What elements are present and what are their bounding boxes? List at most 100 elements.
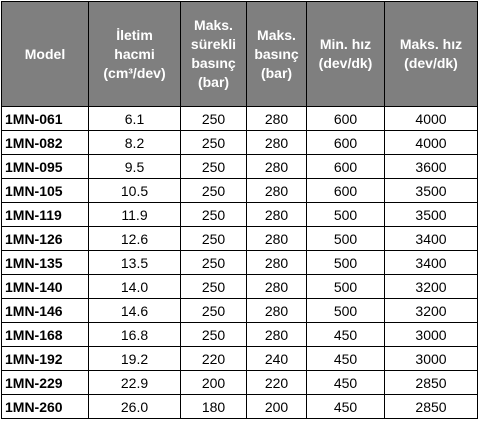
value-cell: 3200 bbox=[384, 274, 478, 299]
value-cell: 3200 bbox=[384, 298, 478, 323]
value-cell: 10.5 bbox=[88, 178, 181, 203]
table-row: 1MN-229 22.9 200 220 450 2850 bbox=[1, 370, 478, 395]
header-line: (bar) bbox=[260, 64, 293, 81]
model-cell: 1MN-229 bbox=[1, 370, 89, 395]
value-cell: 3000 bbox=[384, 322, 478, 347]
value-cell: 280 bbox=[246, 322, 307, 347]
model-cell: 1MN-135 bbox=[1, 250, 89, 275]
value-cell: 200 bbox=[180, 370, 247, 395]
header-line: basınç bbox=[191, 55, 236, 71]
value-cell: 600 bbox=[306, 130, 385, 155]
value-cell: 250 bbox=[180, 130, 247, 155]
value-cell: 14.0 bbox=[88, 274, 181, 299]
header-line: (dev/dk) bbox=[318, 55, 373, 71]
value-cell: 3000 bbox=[384, 346, 478, 371]
value-cell: 13.5 bbox=[88, 250, 181, 275]
value-cell: 16.8 bbox=[88, 322, 181, 347]
value-cell: 280 bbox=[246, 154, 307, 179]
model-cell: 1MN-082 bbox=[1, 130, 89, 155]
header-line: sürekli bbox=[190, 36, 237, 52]
value-cell: 3500 bbox=[384, 202, 478, 227]
table-row: 1MN-168 16.8 250 280 450 3000 bbox=[1, 322, 478, 347]
header-line: hacmi bbox=[114, 45, 155, 62]
value-cell: 600 bbox=[306, 178, 385, 203]
value-cell: 500 bbox=[306, 226, 385, 251]
value-cell: 220 bbox=[246, 370, 307, 395]
header-cell: Maks. sürekli basınç (bar) bbox=[180, 1, 247, 107]
value-cell: 500 bbox=[306, 298, 385, 323]
value-cell: 4000 bbox=[384, 130, 478, 155]
value-cell: 3600 bbox=[384, 154, 478, 179]
header-line: basınç bbox=[254, 45, 299, 62]
value-cell: 3500 bbox=[384, 178, 478, 203]
value-cell: 12.6 bbox=[88, 226, 181, 251]
value-cell: 500 bbox=[306, 274, 385, 299]
model-cell: 1MN-119 bbox=[1, 202, 89, 227]
table-row: 1MN-105 10.5 250 280 600 3500 bbox=[1, 178, 478, 203]
table-row: 1MN-140 14.0 250 280 500 3200 bbox=[1, 274, 478, 299]
value-cell: 250 bbox=[180, 274, 247, 299]
model-cell: 1MN-140 bbox=[1, 274, 89, 299]
value-cell: 450 bbox=[306, 370, 385, 395]
header-cell: Maks. hız (dev/dk) bbox=[384, 1, 478, 107]
value-cell: 240 bbox=[246, 346, 307, 371]
value-cell: 250 bbox=[180, 178, 247, 203]
model-cell: 1MN-168 bbox=[1, 322, 89, 347]
value-cell: 220 bbox=[180, 346, 247, 371]
value-cell: 250 bbox=[180, 106, 247, 131]
header-cell: Maks. basınç (bar) bbox=[246, 1, 307, 107]
table-row: 1MN-146 14.6 250 280 500 3200 bbox=[1, 298, 478, 323]
value-cell: 450 bbox=[306, 322, 385, 347]
model-cell: 1MN-126 bbox=[1, 226, 89, 251]
table-row: 1MN-126 12.6 250 280 500 3400 bbox=[1, 226, 478, 251]
value-cell: 280 bbox=[246, 178, 307, 203]
header-line: Maks. bbox=[194, 17, 233, 33]
value-cell: 280 bbox=[246, 106, 307, 131]
table-row: 1MN-192 19.2 220 240 450 3000 bbox=[1, 346, 478, 371]
value-cell: 3400 bbox=[384, 226, 478, 251]
value-cell: 450 bbox=[306, 394, 385, 419]
value-cell: 26.0 bbox=[88, 394, 181, 419]
value-cell: 600 bbox=[306, 106, 385, 131]
value-cell: 600 bbox=[306, 154, 385, 179]
model-cell: 1MN-260 bbox=[1, 394, 89, 419]
header-cell: İletim hacmi (cm³/dev) bbox=[88, 1, 181, 107]
header-line: Min. hız bbox=[319, 36, 372, 52]
value-cell: 8.2 bbox=[88, 130, 181, 155]
header-line: (cm³/dev) bbox=[103, 64, 166, 81]
value-cell: 250 bbox=[180, 202, 247, 227]
model-cell: 1MN-146 bbox=[1, 298, 89, 323]
header-line: (dev/dk) bbox=[404, 55, 458, 71]
value-cell: 250 bbox=[180, 154, 247, 179]
table-row: 1MN-095 9.5 250 280 600 3600 bbox=[1, 154, 478, 179]
model-cell: 1MN-192 bbox=[1, 346, 89, 371]
value-cell: 250 bbox=[180, 298, 247, 323]
value-cell: 22.9 bbox=[88, 370, 181, 395]
header-line: Maks. hız bbox=[399, 36, 463, 52]
header-line: Model bbox=[24, 45, 66, 62]
value-cell: 3400 bbox=[384, 250, 478, 275]
value-cell: 500 bbox=[306, 202, 385, 227]
value-cell: 500 bbox=[306, 250, 385, 275]
value-cell: 280 bbox=[246, 202, 307, 227]
value-cell: 280 bbox=[246, 226, 307, 251]
value-cell: 19.2 bbox=[88, 346, 181, 371]
value-cell: 280 bbox=[246, 250, 307, 275]
model-cell: 1MN-105 bbox=[1, 178, 89, 203]
value-cell: 250 bbox=[180, 250, 247, 275]
table-row: 1MN-061 6.1 250 280 600 4000 bbox=[1, 106, 478, 131]
value-cell: 250 bbox=[180, 322, 247, 347]
value-cell: 14.6 bbox=[88, 298, 181, 323]
header-line: Maks. bbox=[257, 26, 296, 43]
value-cell: 9.5 bbox=[88, 154, 181, 179]
value-cell: 6.1 bbox=[88, 106, 181, 131]
model-cell: 1MN-095 bbox=[1, 154, 89, 179]
header-line: (bar) bbox=[197, 74, 230, 90]
value-cell: 2850 bbox=[384, 370, 478, 395]
value-cell: 2850 bbox=[384, 394, 478, 419]
table-body: 1MN-061 6.1 250 280 600 4000 1MN-082 8.2 250 280 6… bbox=[1, 106, 478, 419]
value-cell: 280 bbox=[246, 130, 307, 155]
table-row: 1MN-119 11.9 250 280 500 3500 bbox=[1, 202, 478, 227]
value-cell: 180 bbox=[180, 394, 247, 419]
